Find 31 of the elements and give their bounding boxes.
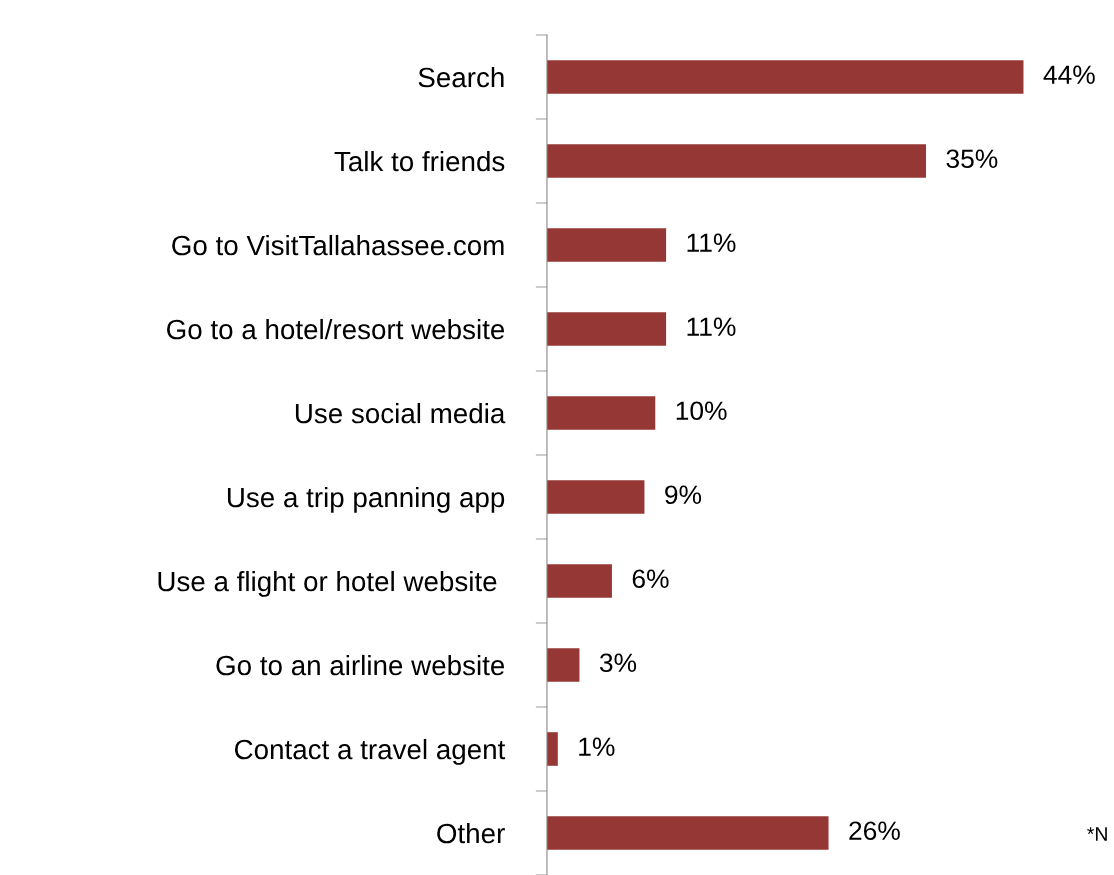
y-tick-label: Contact a travel agent [234,738,506,765]
bar [546,144,926,178]
data-label: 9% [665,485,702,505]
data-label: 6% [632,569,669,589]
bar [546,396,656,430]
data-label: 10% [676,401,727,421]
y-tick-label: Search [418,66,504,88]
data-label: 1% [579,737,615,756]
y-tick-label: Use a flight or hotel website [158,570,497,597]
bar [546,480,645,514]
bar [546,312,667,346]
bar [546,60,1024,94]
y-tick-label: Other [437,822,505,844]
y-tick-label: Use social media [295,402,506,424]
y-tick-label: Talk to friends [334,150,505,172]
bar [546,732,558,766]
data-label: 11% [687,233,736,252]
bar [546,228,667,262]
y-tick-label: Use a trip panning app [227,486,505,513]
y-tick-label: Go to VisitTallahassee.com [172,234,504,256]
text: *N [1087,827,1107,841]
bar [546,564,612,598]
data-label: 3% [599,653,637,673]
data-label: 11% [687,317,736,336]
data-label: 35% [946,149,998,169]
y-tick-label: Go to an airline website [216,654,505,676]
y-tick-label: Go to a hotel/resort website [167,318,505,340]
data-label: 26% [849,821,900,841]
bar [546,816,829,850]
bar [546,648,580,682]
data-label: 44% [1043,65,1095,84]
